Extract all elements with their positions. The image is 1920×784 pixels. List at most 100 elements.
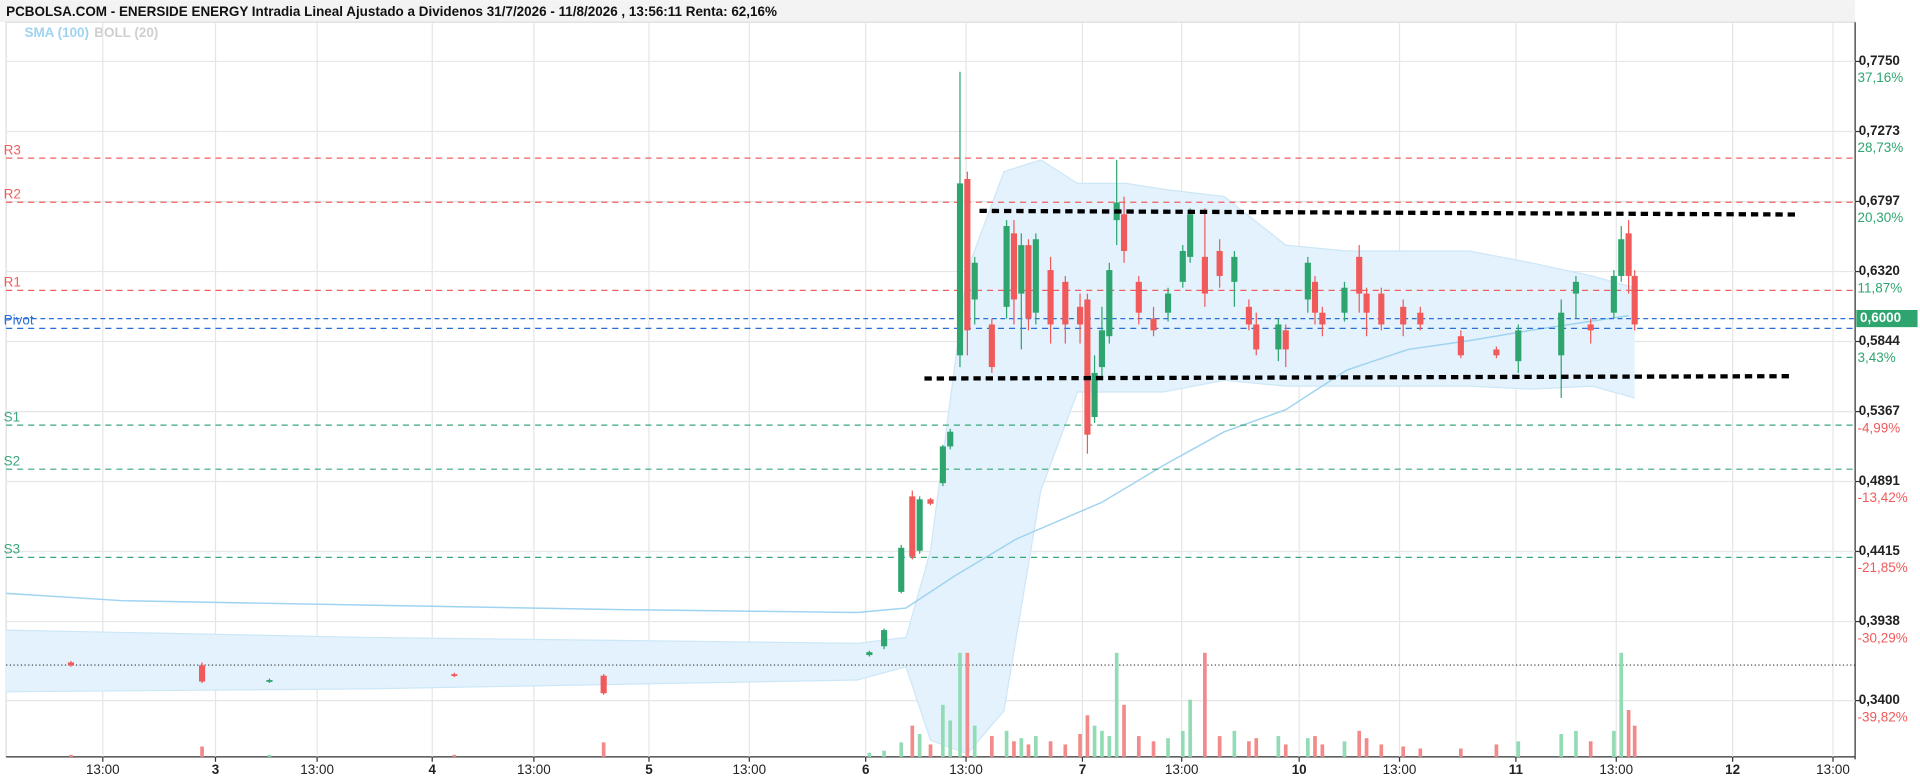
volume-bar: [928, 744, 933, 757]
y-tick-change: 37,16%: [1858, 70, 1904, 85]
candle-body: [1216, 250, 1223, 276]
x-tick-label: 13:00: [949, 762, 983, 777]
volume-bar: [1342, 741, 1347, 757]
volume-bar: [958, 652, 962, 757]
candle-body: [1457, 336, 1464, 356]
candle-body: [1253, 324, 1260, 350]
candle-body: [1179, 250, 1186, 282]
sma-line: [6, 314, 1629, 614]
volume-bar: [1217, 736, 1222, 757]
candle-body: [1618, 239, 1625, 276]
x-tick-label: 13:00: [1383, 762, 1417, 777]
legend-sma: SMA (100): [24, 25, 89, 40]
candle-body: [1378, 293, 1385, 325]
volume-bar: [965, 652, 970, 757]
candle-body: [1515, 330, 1522, 362]
volume-bar: [1122, 704, 1126, 757]
y-tick-label: 0,7273: [1859, 123, 1900, 138]
current-price-box: [1856, 310, 1918, 328]
volume-bar: [1100, 730, 1104, 757]
candle-body: [1084, 299, 1091, 435]
volume-bar: [1136, 736, 1141, 757]
volume-bar: [867, 752, 872, 757]
candle-body: [1572, 281, 1580, 294]
volume-bar: [1247, 741, 1251, 757]
pivot-label: Pivot: [4, 313, 34, 328]
x-tick-label: 3: [212, 762, 219, 777]
pivot-label: R1: [4, 275, 21, 290]
candle-body: [1319, 312, 1326, 325]
volume-bar: [1107, 736, 1112, 757]
y-tick-change: 20,30%: [1858, 210, 1904, 225]
volume-bar: [1612, 730, 1616, 757]
y-tick-label: 0,7750: [1859, 53, 1900, 68]
legend-boll: BOLL (20): [94, 25, 158, 40]
y-tick-change: 3,43%: [1858, 350, 1896, 365]
candle-body: [1417, 312, 1424, 325]
candle-body: [866, 652, 873, 656]
candle-body: [1558, 312, 1565, 356]
candle-body: [1275, 324, 1282, 350]
candle-body: [1091, 372, 1098, 418]
y-tick-change: -4,99%: [1858, 420, 1901, 435]
candle-body: [927, 499, 934, 504]
volume-bar: [990, 736, 994, 757]
candle-body: [1341, 287, 1348, 313]
volume-bar: [1085, 715, 1090, 757]
volume-bar: [1048, 741, 1053, 757]
x-tick-label: 4: [428, 762, 436, 777]
volume-bar: [1459, 748, 1463, 757]
volume-bar: [1357, 730, 1362, 757]
candle-body: [1587, 324, 1594, 331]
y-tick-label: 0,3400: [1859, 692, 1900, 707]
pivot-label: R3: [4, 142, 21, 157]
y-tick-change: -39,82%: [1858, 709, 1908, 724]
candle-body: [881, 630, 888, 647]
volume-bar: [452, 754, 457, 757]
volume-bar: [1559, 734, 1564, 757]
candle-body: [1106, 270, 1113, 337]
candle-body: [1003, 226, 1010, 307]
candle-body: [971, 262, 978, 300]
candle-body: [1201, 256, 1208, 294]
volume-bar: [1574, 730, 1578, 757]
y-tick-label: 0,3938: [1859, 613, 1901, 628]
candle-body: [964, 178, 971, 331]
x-tick-label: 6: [862, 762, 869, 777]
volume-bar: [200, 746, 204, 757]
y-tick-change: -21,85%: [1858, 560, 1908, 575]
y-tick-label: 0,4891: [1859, 473, 1901, 488]
volume-bar: [1494, 744, 1499, 757]
volume-bar: [899, 742, 904, 757]
volume-bar: [972, 725, 977, 757]
volume-bar: [1516, 741, 1521, 757]
candle-body: [1610, 275, 1617, 313]
pivot-label: S1: [4, 409, 20, 424]
candle-body: [1493, 349, 1500, 356]
y-tick-change: 11,87%: [1858, 280, 1903, 295]
x-tick-label: 13:00: [732, 762, 766, 777]
volume-bar: [1232, 730, 1237, 757]
x-tick-label: 11: [1509, 762, 1524, 777]
volume-bar: [1379, 744, 1384, 757]
trend-line: [979, 208, 1800, 217]
volume-bar: [1283, 744, 1288, 757]
volume-bar: [1401, 746, 1406, 757]
boll-lower: [6, 379, 1635, 755]
candle-body: [198, 665, 206, 682]
candle-body: [898, 547, 905, 592]
candle-body: [939, 446, 946, 484]
volume-bar: [882, 750, 886, 757]
y-tick-label: 0,5367: [1859, 403, 1900, 418]
y-tick-change: -30,29%: [1858, 630, 1908, 645]
x-tick-label: 12: [1725, 762, 1740, 777]
candle-body: [1311, 281, 1319, 313]
y-tick-change: -13,42%: [1858, 490, 1908, 505]
pivot-label: R2: [4, 186, 21, 201]
y-tick-label: 0,5844: [1859, 333, 1901, 348]
volume-bar: [1019, 738, 1024, 757]
candle-body: [600, 675, 607, 694]
candle-body: [1025, 245, 1032, 319]
volume-bar: [941, 704, 945, 757]
